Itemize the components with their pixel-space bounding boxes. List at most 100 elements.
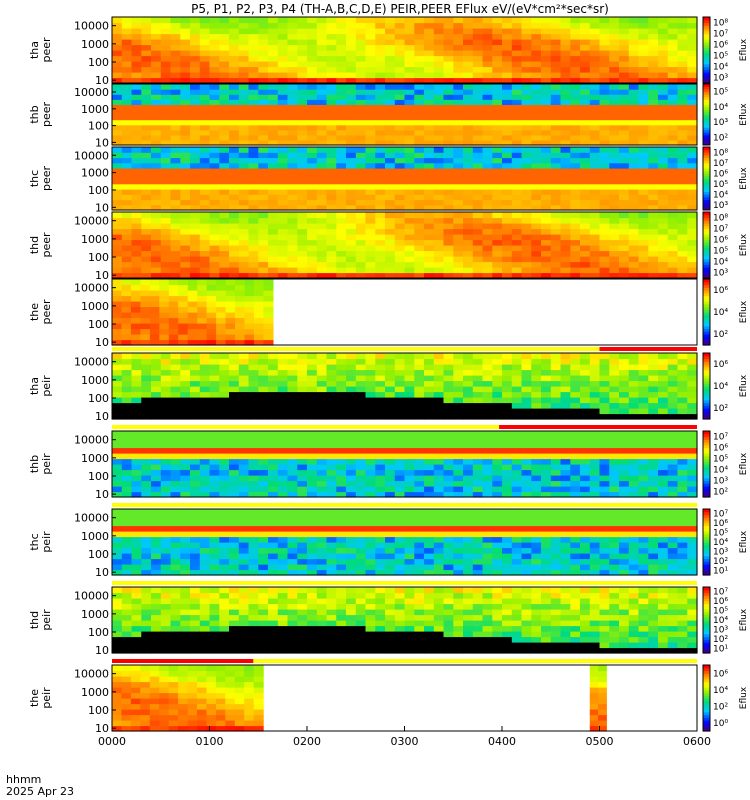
heatmap-cell [638, 464, 649, 471]
heatmap-cell [151, 99, 162, 105]
heatmap-cell [404, 436, 415, 443]
heatmap-cell [687, 124, 698, 131]
heatmap-cell [443, 353, 454, 360]
heatmap-cell [277, 199, 289, 206]
heatmap-cell [463, 84, 474, 90]
heatmap-cell [482, 436, 493, 443]
heatmap-cell [219, 436, 230, 443]
heatmap-cell [531, 139, 542, 146]
heatmap-cell [492, 234, 503, 241]
heatmap-cell [229, 569, 240, 576]
heatmap-cell [609, 147, 620, 153]
heatmap-cell [599, 431, 610, 438]
heatmap-cell [580, 183, 591, 190]
heatmap-cell [619, 189, 630, 195]
heatmap-cell [687, 28, 698, 35]
heatmap-cell [316, 442, 328, 449]
heatmap-cell [130, 339, 141, 346]
heatmap-cell [180, 84, 191, 90]
heatmap-cell [190, 77, 201, 84]
heatmap-cell [277, 94, 289, 100]
heatmap-cell [190, 391, 201, 398]
heatmap-cell [199, 162, 211, 169]
heatmap-cell [365, 84, 376, 90]
heatmap-cell [687, 464, 698, 471]
heatmap-cell [287, 453, 298, 460]
heatmap-cell [560, 22, 571, 29]
heatmap-cell [628, 50, 640, 57]
heatmap-cell [258, 134, 269, 141]
heatmap-cell [248, 157, 259, 164]
heatmap-cell [433, 261, 445, 268]
heatmap-cell [638, 124, 649, 131]
heatmap-cell [131, 223, 142, 230]
heatmap-cell [131, 114, 142, 121]
heatmap-cell [248, 267, 259, 274]
heatmap-cell [336, 245, 347, 252]
heatmap-cell [502, 147, 513, 153]
heatmap-cell [443, 250, 454, 257]
heatmap-cell [326, 168, 337, 174]
heatmap-cell [199, 28, 211, 35]
heatmap-cell [453, 245, 464, 252]
heatmap-cell [560, 486, 571, 493]
heatmap-cell [531, 168, 542, 174]
heatmap-cell [609, 458, 620, 465]
heatmap-cell [511, 245, 523, 252]
heatmap-cell [589, 199, 601, 206]
heatmap-cell [414, 380, 425, 387]
heatmap-cell [414, 17, 425, 24]
heatmap-cell [238, 234, 250, 241]
heatmap-cell [209, 408, 220, 415]
heatmap-cell [131, 55, 142, 62]
heatmap-cell [424, 152, 435, 159]
heatmap-cell [253, 317, 264, 324]
heatmap-cell [502, 44, 513, 51]
heatmap-cell [648, 139, 659, 146]
heatmap-cell [131, 189, 142, 195]
heatmap-cell [258, 464, 269, 471]
heatmap-cell [658, 491, 669, 498]
heatmap-cell [287, 204, 298, 211]
heatmap-cell [151, 157, 162, 164]
heatmap-cell [258, 217, 269, 224]
heatmap-cell [160, 204, 172, 211]
heatmap-cell [277, 375, 289, 382]
heatmap-cell [414, 369, 425, 376]
heatmap-cell [219, 458, 230, 465]
colorbar-segment [703, 154, 710, 158]
heatmap-cell [131, 542, 142, 549]
heatmap-cell [521, 157, 532, 164]
heatmap-cell [502, 77, 513, 84]
heatmap-cell [570, 152, 581, 159]
heatmap-cell [365, 89, 376, 95]
heatmap-cell [238, 17, 250, 24]
heatmap-cell [492, 189, 503, 195]
heatmap-cell [151, 134, 162, 141]
heatmap-cell [638, 99, 649, 105]
heatmap-cell [482, 486, 493, 493]
heatmap-cell [170, 124, 181, 131]
heatmap-cell [209, 413, 220, 420]
heatmap-cell [199, 173, 211, 180]
heatmap-cell [453, 139, 464, 146]
colorbar-segment [703, 405, 710, 409]
heatmap-cell [677, 119, 688, 126]
heatmap-cell [638, 66, 649, 73]
heatmap-cell [424, 178, 435, 185]
heatmap-cell [463, 77, 474, 84]
heatmap-cell [131, 558, 142, 565]
colorbar-segment [703, 416, 710, 420]
heatmap-cell [197, 334, 208, 341]
heatmap-cell [424, 402, 435, 409]
colorbar-segment [703, 77, 710, 81]
heatmap-cell [638, 109, 649, 116]
heatmap-cell [326, 223, 337, 230]
heatmap-cell [190, 204, 201, 211]
heatmap-cell [394, 475, 406, 482]
heatmap-cell [258, 480, 269, 487]
heatmap-cell [307, 173, 318, 180]
heatmap-cell [687, 458, 698, 465]
heatmap-cell [160, 520, 172, 527]
